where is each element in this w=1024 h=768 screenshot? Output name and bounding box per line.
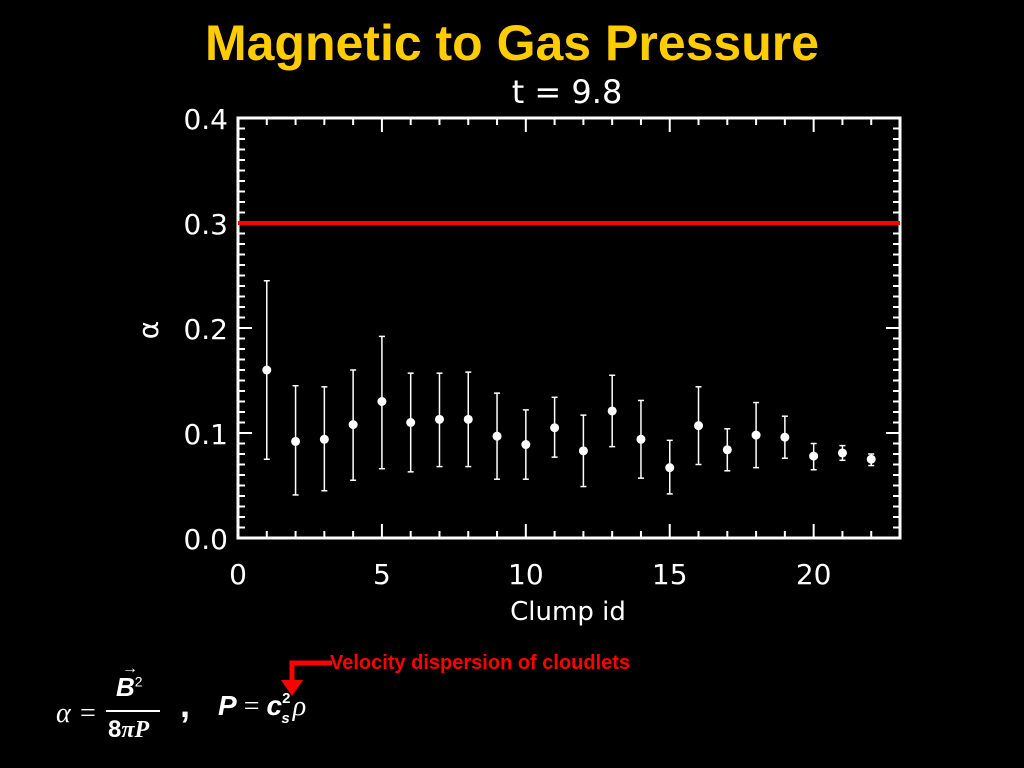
data-point <box>550 423 560 433</box>
data-point <box>837 448 847 458</box>
x-tick-label: 0 <box>229 558 247 591</box>
y-tick-label: 0.2 <box>183 313 228 346</box>
data-point <box>780 432 790 442</box>
formula-equals: = <box>80 698 96 729</box>
y-axis-label: α <box>132 321 165 339</box>
data-point <box>262 365 272 375</box>
formula-c-subscript: s <box>281 710 290 727</box>
data-point <box>722 445 732 455</box>
formula-den-pi: π <box>121 717 135 743</box>
formula-p-equals: = <box>243 691 260 722</box>
cloudlet-annotation: Velocity dispersion of cloudlets <box>330 652 631 674</box>
annotation-arrow-icon <box>281 660 332 696</box>
y-tick-label: 0.4 <box>183 103 228 136</box>
x-axis-label: Clump id <box>510 597 626 627</box>
data-point <box>348 420 358 430</box>
data-point <box>694 421 704 431</box>
formula-c-power: 2 <box>282 690 291 707</box>
formula-rho: ρ <box>292 691 307 722</box>
data-point <box>751 430 761 440</box>
formula-den-prefix: 8 <box>108 716 122 743</box>
formula-p: P <box>218 690 237 721</box>
data-point <box>636 434 646 444</box>
data-point <box>866 454 876 464</box>
chart-title: t = 9.8 <box>512 73 623 111</box>
data-point <box>319 434 329 444</box>
formula-c: c <box>266 690 283 721</box>
y-tick-label: 0.3 <box>183 208 228 241</box>
formula-separator: , <box>180 684 191 725</box>
pressure-formula: P = c2 s ρ <box>218 690 307 727</box>
y-tick-label: 0.0 <box>183 523 228 556</box>
formula-numerator: → B2 <box>116 660 143 703</box>
x-tick-label: 5 <box>373 558 391 591</box>
x-tick-label: 20 <box>796 558 832 591</box>
alpha-formula: α = → B2 8πP <box>52 660 222 750</box>
data-point <box>665 463 675 473</box>
data-point <box>291 436 301 446</box>
formula-numerator-power: 2 <box>134 673 143 690</box>
data-point <box>521 440 531 450</box>
formula-b-field: B <box>116 672 135 702</box>
data-point <box>809 451 819 461</box>
slide-title: Magnetic to Gas Pressure <box>204 15 820 71</box>
data-point <box>607 406 617 416</box>
y-tick-label: 0.1 <box>183 418 228 451</box>
data-point <box>463 414 473 424</box>
data-point <box>434 414 444 424</box>
x-tick-label: 10 <box>508 558 544 591</box>
vector-arrow-icon: → <box>122 660 138 677</box>
data-point <box>406 418 416 427</box>
data-point <box>578 446 588 456</box>
formula-alpha-symbol: α <box>56 698 71 729</box>
data-point <box>492 431 502 441</box>
formula-denominator: 8πP <box>108 716 149 744</box>
fraction-bar <box>106 710 160 712</box>
plot-frame <box>236 116 902 540</box>
x-tick-label: 15 <box>652 558 688 591</box>
data-point <box>377 397 387 406</box>
formula-den-p: P <box>134 717 150 743</box>
